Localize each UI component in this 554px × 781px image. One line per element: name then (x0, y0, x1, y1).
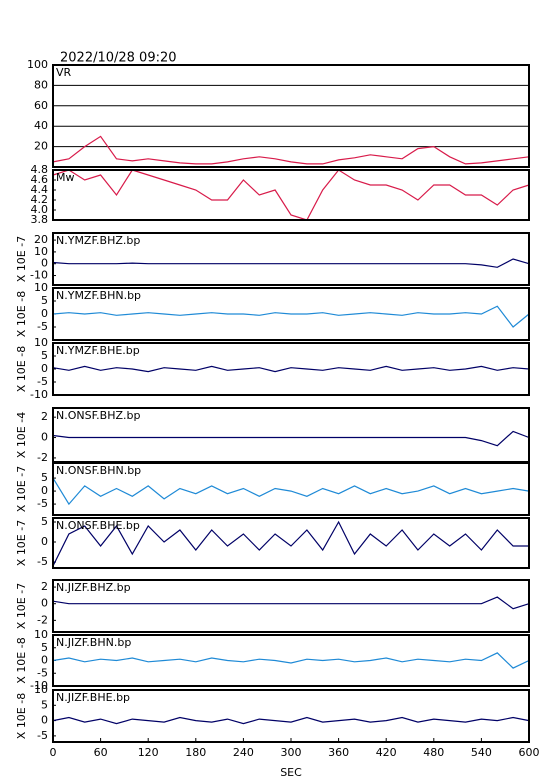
x-axis-label: SEC (280, 766, 302, 779)
y-tick-label: -5 (37, 497, 48, 510)
y-tick-label: -10 (30, 679, 48, 692)
panel-label: N.ONSF.BHE.bp (56, 519, 140, 532)
y-tick-label: 2 (41, 410, 48, 423)
y-tick-label: 10 (34, 683, 48, 696)
y-tick-label: 0 (41, 362, 48, 375)
panel-label: N.YMZF.BHE.bp (56, 344, 140, 357)
panel-label: Mw (56, 171, 75, 184)
x-tick-label: 120 (138, 746, 159, 759)
y-axis-label: X 10E -7 (15, 466, 28, 512)
y-axis-label: X 10E -4 (15, 412, 28, 458)
y-axis-label: X 10E -8 (15, 693, 28, 739)
x-tick-label: 600 (519, 746, 540, 759)
waveform (52, 477, 530, 506)
waveform (52, 365, 530, 373)
y-tick-label: 5 (41, 698, 48, 711)
panel-frame (52, 232, 530, 286)
y-tick-label: 5 (41, 294, 48, 307)
panel-label: N.YMZF.BHN.bp (56, 289, 141, 302)
waveform (52, 596, 530, 610)
y-tick-label: 20 (34, 140, 48, 153)
y-tick-label: -10 (30, 388, 48, 401)
panel-frame (52, 64, 530, 168)
y-tick-label: 5 (41, 471, 48, 484)
y-tick-label: 4.8 (31, 163, 49, 176)
panel-label: VR (56, 66, 72, 79)
y-tick-label: 10 (34, 336, 48, 349)
y-tick-label: -5 (37, 320, 48, 333)
x-tick-label: 420 (376, 746, 397, 759)
x-tick-label: 180 (185, 746, 206, 759)
waveform (52, 716, 530, 725)
waveform (52, 305, 530, 328)
x-tick-label: 540 (471, 746, 492, 759)
y-axis-label: X 10E -7 (15, 236, 28, 282)
panel-frame (52, 579, 530, 633)
y-tick-label: 0 (41, 654, 48, 667)
y-tick-label: 2 (41, 580, 48, 593)
y-tick-label: -2 (37, 451, 48, 464)
panel-frame (52, 342, 530, 396)
y-tick-label: 0 (41, 714, 48, 727)
y-tick-label: 0 (41, 535, 48, 548)
y-tick-label: -10 (30, 269, 48, 282)
y-tick-label: 5 (41, 349, 48, 362)
panel-label: N.YMZF.BHZ.bp (56, 234, 140, 247)
y-axis-label: X 10E -8 (15, 346, 28, 392)
y-tick-label: 5 (41, 515, 48, 528)
panel-frame (52, 169, 530, 221)
waveform (52, 520, 529, 567)
x-tick-label: 480 (423, 746, 444, 759)
y-tick-label: -2 (37, 613, 48, 626)
y-axis-label: X 10E -7 (15, 520, 28, 566)
y-tick-label: -5 (37, 555, 48, 568)
y-tick-label: -5 (37, 375, 48, 388)
waveform (52, 652, 530, 669)
waveform (52, 258, 530, 268)
y-tick-label: -5 (37, 729, 48, 742)
panel-frame (52, 287, 530, 341)
panel-label: N.ONSF.BHN.bp (56, 464, 141, 477)
chart-title: 2022/10/28 09:20 (60, 51, 177, 66)
waveform (52, 135, 530, 165)
x-tick-label: 360 (328, 746, 349, 759)
y-tick-label: 20 (34, 233, 48, 246)
panel-frame (52, 462, 530, 516)
y-tick-label: 4.0 (31, 203, 49, 216)
y-tick-label: 100 (27, 58, 48, 71)
y-tick-label: 4.4 (31, 183, 49, 196)
waveform (52, 169, 530, 221)
waveform (52, 430, 530, 447)
y-tick-label: 0 (41, 307, 48, 320)
panel-label: N.JIZF.BHZ.bp (56, 581, 131, 594)
y-tick-label: 4.2 (31, 193, 49, 206)
panel-frame (52, 634, 530, 687)
panel-label: N.JIZF.BHE.bp (56, 691, 130, 704)
y-tick-label: 10 (34, 245, 48, 258)
y-tick-label: 40 (34, 119, 48, 132)
y-tick-label: 0 (41, 257, 48, 270)
y-tick-label: 60 (34, 99, 48, 112)
y-axis-label: X 10E -8 (15, 637, 28, 683)
panel-label: N.JIZF.BHN.bp (56, 636, 131, 649)
y-axis-label: X 10E -7 (15, 583, 28, 629)
panel-label: N.ONSF.BHZ.bp (56, 409, 140, 422)
y-tick-label: 0 (41, 431, 48, 444)
y-tick-label: 0 (41, 597, 48, 610)
y-axis-label: X 10E -8 (15, 291, 28, 337)
y-tick-label: 3.8 (31, 213, 49, 226)
y-tick-label: 10 (34, 281, 48, 294)
y-tick-label: 10 (34, 628, 48, 641)
y-tick-label: 4.6 (31, 173, 49, 186)
x-tick-label: 60 (94, 746, 108, 759)
x-tick-label: 0 (50, 746, 57, 759)
panel-frame (52, 517, 530, 569)
y-tick-label: -5 (37, 666, 48, 679)
y-tick-label: 80 (34, 78, 48, 91)
x-tick-label: 300 (281, 746, 302, 759)
y-tick-label: 5 (41, 641, 48, 654)
y-tick-label: 0 (41, 484, 48, 497)
x-tick-label: 240 (233, 746, 254, 759)
